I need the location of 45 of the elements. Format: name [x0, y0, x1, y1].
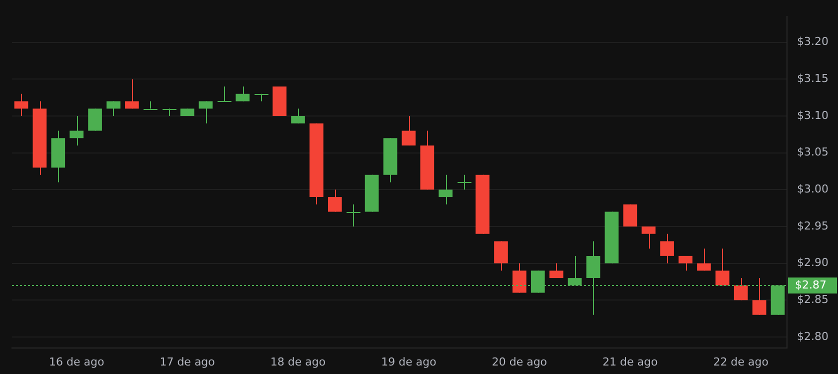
x-tick-label: 17 de ago: [160, 355, 216, 368]
candlestick: [642, 226, 656, 250]
candlestick: [438, 174, 453, 205]
candlestick: [660, 233, 674, 264]
candlestick: [678, 255, 692, 272]
candlestick: [457, 174, 472, 190]
candlestick: [162, 108, 177, 117]
candlestick: [217, 86, 232, 102]
candlestick: [697, 248, 711, 272]
candlestick: [14, 93, 28, 117]
y-tick-label: $3.05: [797, 146, 828, 159]
y-tick-label: $2.95: [797, 219, 828, 232]
candlestick: [512, 262, 526, 294]
candlestick: [402, 116, 416, 146]
candlestick: [88, 108, 102, 132]
candlestick: [734, 278, 748, 301]
x-tick-label: 16 de ago: [48, 355, 104, 368]
y-tick-label: $2.85: [797, 292, 828, 306]
y-tick-label: $3.15: [797, 72, 828, 86]
candlestick: [549, 262, 564, 279]
candlestick: [236, 86, 250, 102]
y-tick-label: $2.90: [797, 256, 828, 270]
candlestick: [623, 204, 638, 227]
candlestick: [70, 116, 84, 146]
x-tick-label: 20 de ago: [492, 355, 548, 368]
y-tick-label: $3.00: [797, 182, 828, 196]
y-tick-label: $3.20: [797, 35, 828, 48]
y-tick-label: $2.80: [797, 330, 828, 343]
candlestick: [715, 248, 730, 286]
candlestick: [494, 240, 508, 272]
candlestick: [291, 108, 305, 124]
candlestick: [328, 189, 342, 212]
candlestick: [143, 100, 158, 110]
candlestick: [125, 78, 139, 110]
x-tick-label: 18 de ago: [270, 355, 326, 368]
x-tick-label: 21 de ago: [602, 355, 658, 368]
y-tick-label: $3.10: [797, 108, 828, 122]
candlestick: [198, 100, 213, 124]
candlestick: [106, 100, 120, 117]
candlestick: [254, 93, 269, 102]
x-tick-label: 22 de ago: [713, 355, 769, 368]
candlestick: [752, 278, 766, 316]
candlestick: [346, 204, 361, 227]
x-tick-label: 19 de ago: [381, 355, 437, 368]
ref-line-label: $2.87: [795, 278, 826, 292]
